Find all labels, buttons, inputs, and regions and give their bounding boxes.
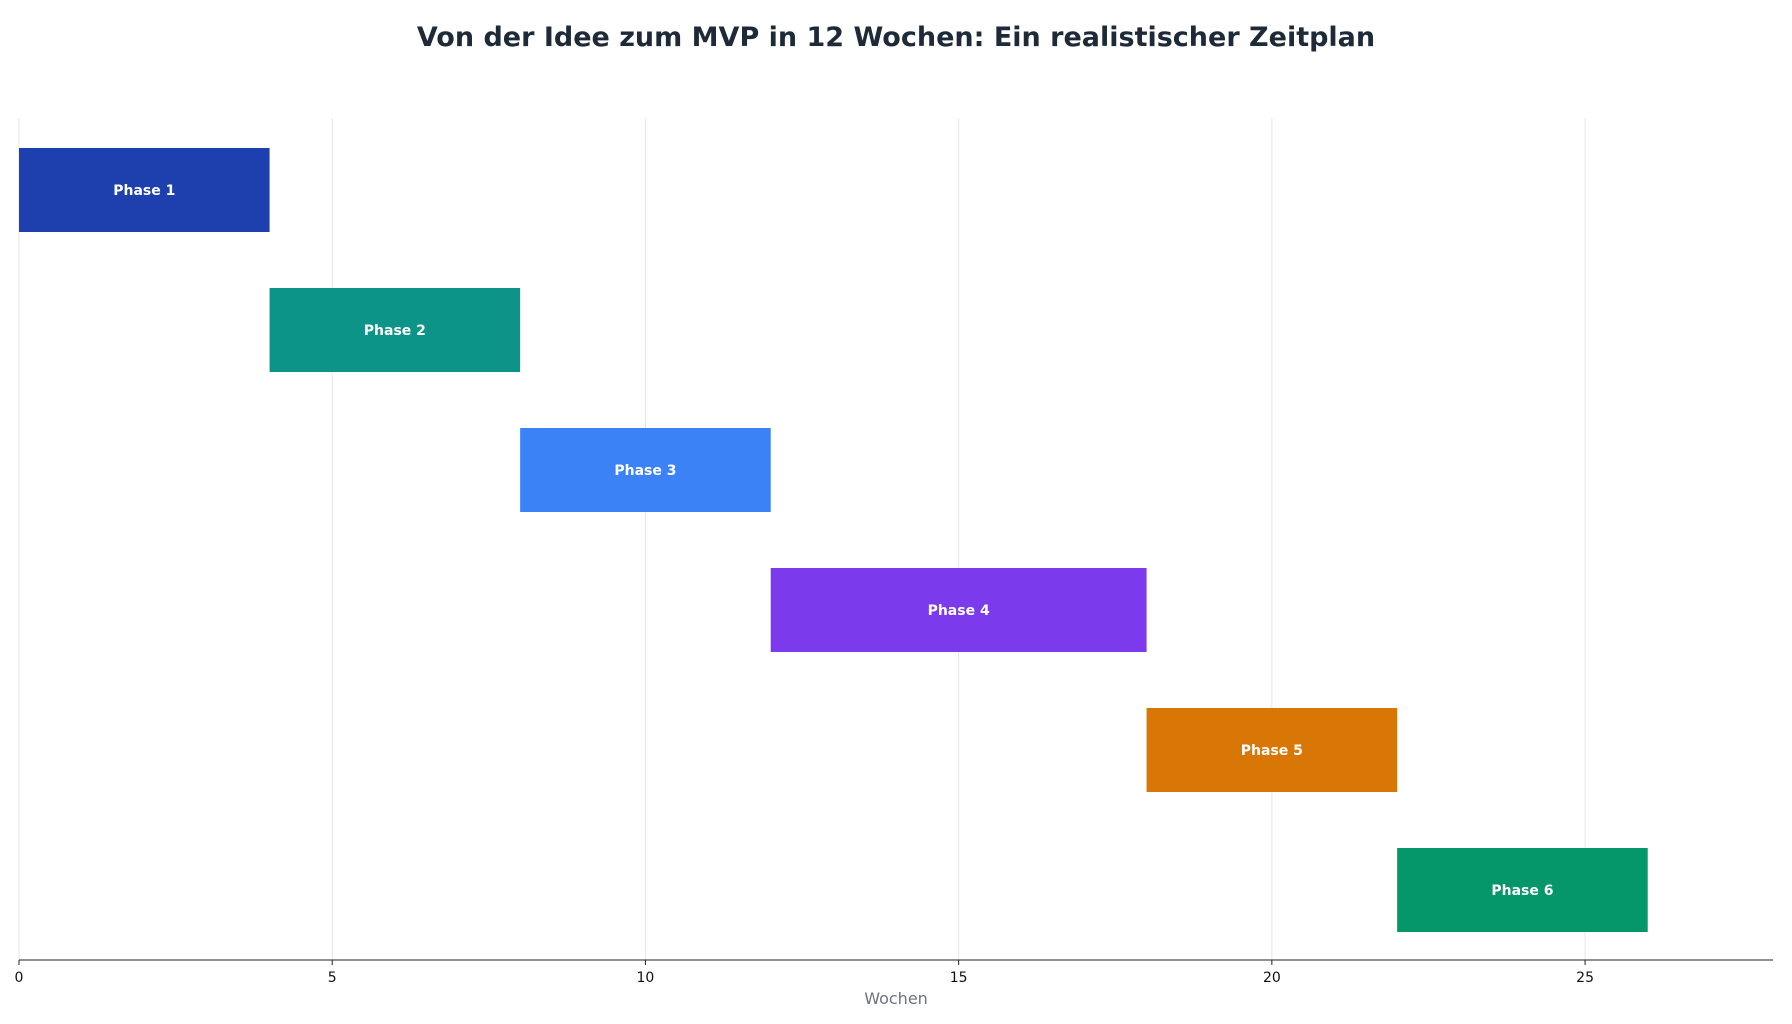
gantt-bar-1: Phase 1 [19,148,270,232]
bars: Phase 1 Phase 2 Phase 3 Phase 4 Phase 5 Phase… [19,148,1648,932]
x-tick-label: 5 [328,970,337,986]
bar-rect [770,568,1147,652]
x-tick-label: 20 [1263,970,1281,986]
bar-rect [1397,848,1648,932]
bar-label: Phase 5 [1241,743,1303,759]
x-tick-label: 0 [15,970,24,986]
chart-title: Von der Idee zum MVP in 12 Wochen: Ein r… [416,22,1376,53]
bar-label: Phase 1 [113,183,175,199]
bar-label: Phase 6 [1491,883,1553,899]
x-axis: 0 5 10 15 20 25 Wochen [15,959,1773,1008]
x-tick-label: 25 [1576,970,1594,986]
gantt-bar-5: Phase 5 [1146,708,1398,792]
bar-label: Phase 4 [928,603,990,619]
bar-rect [19,148,270,232]
bar-rect [520,428,771,512]
x-tick-label: 15 [950,970,968,986]
bar-label: Phase 3 [614,463,676,479]
gantt-bar-4: Phase 4 [770,568,1147,652]
gantt-bar-3: Phase 3 [520,428,771,512]
gantt-bar-6: Phase 6 [1397,848,1648,932]
x-axis-title: Wochen [864,989,928,1008]
x-tick-label: 10 [637,970,655,986]
bar-rect [269,288,521,372]
grid-lines [18,118,1586,960]
bar-rect [1146,708,1398,792]
bar-label: Phase 2 [364,323,426,339]
gantt-bar-2: Phase 2 [269,288,521,372]
